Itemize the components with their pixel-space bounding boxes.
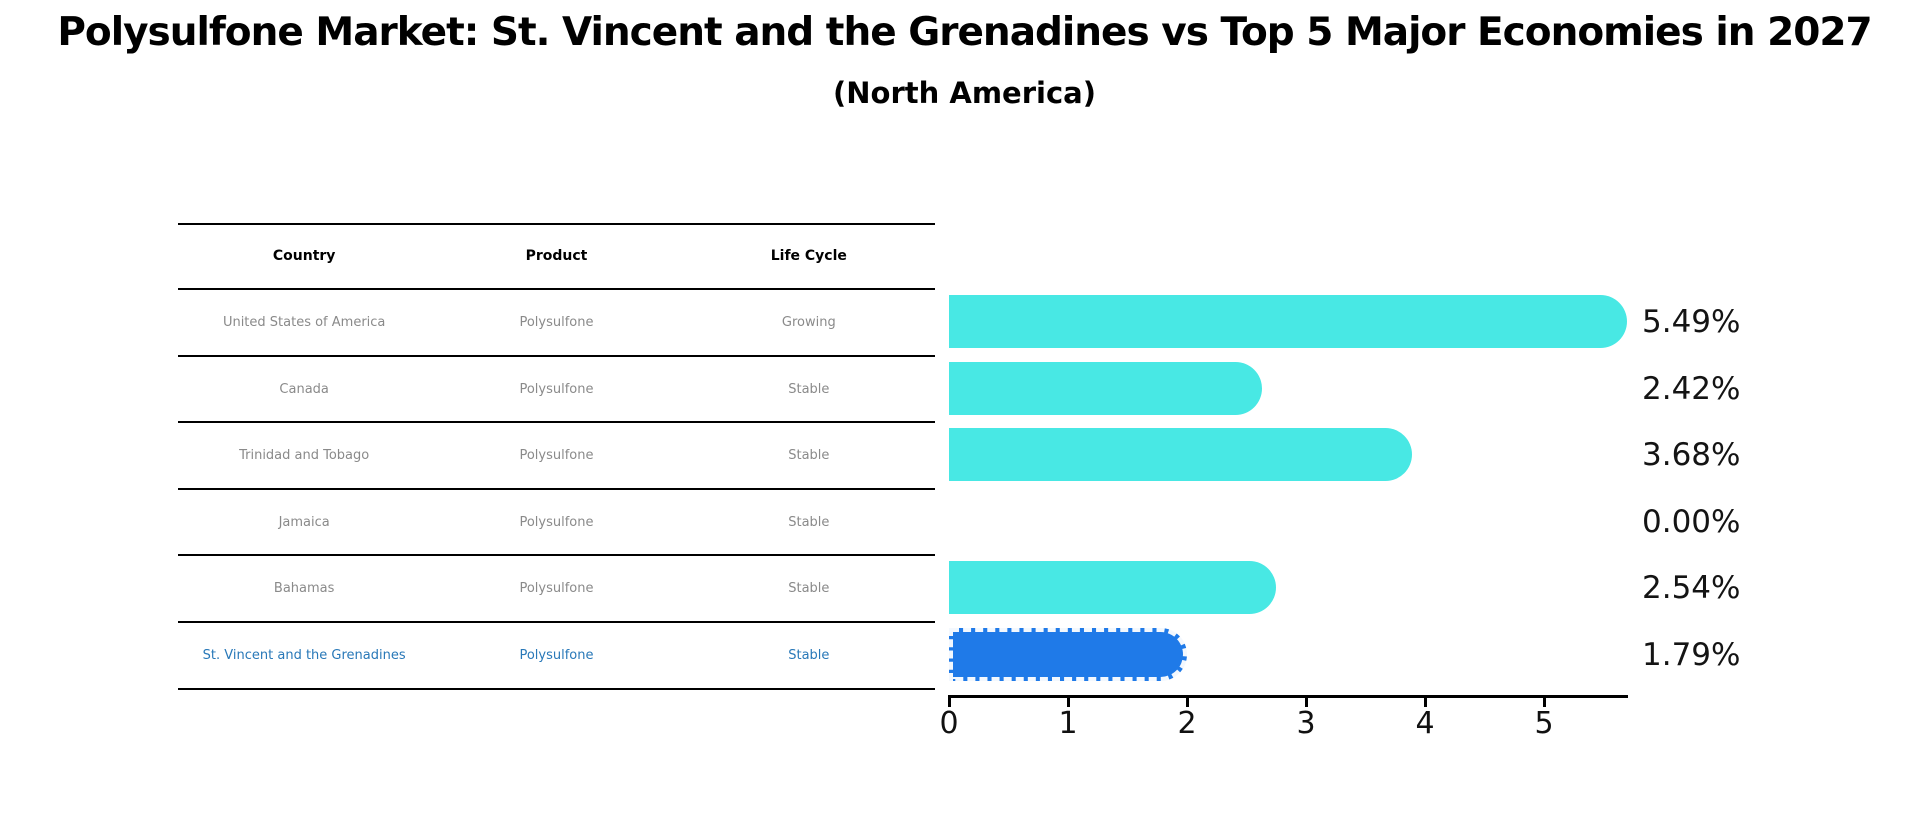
value-label: 1.79% [1642, 637, 1741, 673]
row-divider [178, 223, 935, 225]
column-header-product: Product [525, 248, 588, 264]
row-divider [178, 355, 935, 357]
cell-product: Polysulfone [519, 314, 594, 330]
cell-lifecycle: Stable [788, 447, 830, 463]
cell-lifecycle: Stable [788, 647, 830, 663]
cell-product: Polysulfone [519, 447, 594, 463]
bar [949, 295, 1627, 348]
table-row: Trinidad and Tobago Polysulfone Stable [178, 446, 935, 464]
cell-country: Canada [279, 381, 329, 397]
x-axis-tick-label: 5 [1534, 706, 1554, 741]
row-divider [178, 421, 935, 423]
value-label: 2.42% [1642, 371, 1741, 407]
row-divider [178, 488, 935, 490]
bar [949, 428, 1412, 481]
x-axis-tick-label: 2 [1177, 706, 1197, 741]
cell-country: Trinidad and Tobago [239, 447, 370, 463]
x-axis-tick-label: 3 [1296, 706, 1316, 741]
bar-highlighted [949, 628, 1187, 681]
x-axis-tick-label: 1 [1058, 706, 1078, 741]
table-header-row: Country Product Life Cycle [178, 246, 935, 266]
bar [949, 561, 1276, 614]
x-axis-tick [1305, 695, 1308, 707]
cell-product: Polysulfone [519, 580, 594, 596]
x-axis-line [948, 695, 1628, 698]
cell-lifecycle: Stable [788, 514, 830, 530]
column-header-country: Country [272, 248, 336, 264]
table-row: Bahamas Polysulfone Stable [178, 579, 935, 597]
table-row: St. Vincent and the Grenadines Polysulfon… [178, 646, 935, 664]
x-axis-tick [1186, 695, 1189, 707]
table-row: Jamaica Polysulfone Stable [178, 513, 935, 531]
value-label: 3.68% [1642, 437, 1741, 473]
row-divider [178, 621, 935, 623]
value-label: 2.54% [1642, 570, 1741, 606]
cell-product: Polysulfone [519, 514, 594, 530]
cell-country: Bahamas [273, 580, 335, 596]
bar [949, 362, 1262, 415]
x-axis-tick [1067, 695, 1070, 707]
x-axis-tick-label: 0 [939, 706, 959, 741]
chart-subtitle: (North America) [833, 76, 1096, 110]
row-divider [178, 288, 935, 290]
cell-country: United States of America [222, 314, 386, 330]
x-axis-tick [948, 695, 951, 707]
cell-lifecycle: Stable [788, 381, 830, 397]
x-axis-tick-label: 4 [1415, 706, 1435, 741]
cell-country: St. Vincent and the Grenadines [202, 647, 406, 663]
cell-product: Polysulfone [519, 647, 594, 663]
table-row: Canada Polysulfone Stable [178, 380, 935, 398]
cell-product: Polysulfone [519, 381, 594, 397]
row-divider [178, 688, 935, 690]
value-label: 5.49% [1642, 304, 1741, 340]
cell-lifecycle: Growing [781, 314, 836, 330]
column-header-lifecycle: Life Cycle [770, 248, 847, 264]
row-divider [178, 554, 935, 556]
chart-title: Polysulfone Market: St. Vincent and the … [57, 10, 1872, 55]
value-label: 0.00% [1642, 504, 1741, 540]
cell-lifecycle: Stable [788, 580, 830, 596]
cell-country: Jamaica [278, 514, 330, 530]
table-row: United States of America Polysulfone Growi… [178, 313, 935, 331]
x-axis-tick [1424, 695, 1427, 707]
x-axis-tick [1543, 695, 1546, 707]
